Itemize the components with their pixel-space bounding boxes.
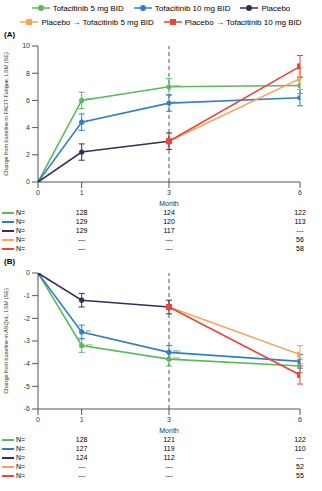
html-text:(B): (B) [4,257,16,266]
svg-text:-5: -5 [24,383,30,390]
html-text:(A): (A) [4,30,16,39]
svg-text:Month: Month [159,200,179,207]
svg-text:10: 10 [22,42,30,49]
html-text:Tofacitinib 5 mg BID: Tofacitinib 5 mg BID [52,3,124,13]
svg-text:0: 0 [36,189,40,196]
svg-text:1: 1 [80,416,84,423]
svg-text:*: * [86,119,89,125]
svg-text:-1: -1 [24,292,30,299]
svg-text:Month: Month [159,427,179,434]
html-text:N=: N= [16,454,26,461]
html-text:113: 113 [294,218,306,225]
svg-text:0: 0 [26,269,30,276]
html-text:N=: N= [16,436,26,443]
html-text:52: 52 [296,463,304,470]
svg-text:Change from baseline in FACIT-: Change from baseline in FACIT-Fatigue, L… [8,52,9,176]
svg-text:6: 6 [298,416,302,423]
html-text:112: 112 [163,454,175,461]
html-text:122: 122 [294,436,306,443]
html-text:Placebo → Tofacitinib 10 mg BI: Placebo → Tofacitinib 10 mg BID [184,17,302,27]
svg-text:0: 0 [36,416,40,423]
html-text:55: 55 [296,472,304,479]
html-text:N=: N= [16,209,26,216]
html-text:Tofacitinib 10 mg BID: Tofacitinib 10 mg BID [154,3,231,13]
svg-text:8: 8 [26,70,30,77]
html-text:Placebo → Tofacitinib 5 mg BID: Placebo → Tofacitinib 5 mg BID [41,17,154,27]
html-text:N=: N= [16,445,26,452]
html-text:110: 110 [294,445,306,452]
svg-text:-3: -3 [24,337,30,344]
svg-text:6: 6 [298,189,302,196]
svg-text:*: * [173,100,176,106]
html-text:N=: N= [16,227,26,234]
html-text:58: 58 [296,245,304,252]
html-text:124: 124 [75,454,88,461]
html-text:N=: N= [16,463,26,470]
svg-text:3: 3 [167,416,171,423]
svg-text:***: *** [173,349,181,355]
svg-text:4: 4 [26,124,30,131]
html-text:N=: N= [16,236,26,243]
svg-text:0: 0 [26,178,30,185]
html-text:N=: N= [16,218,26,225]
html-text:122: 122 [294,209,306,216]
svg-text:***: *** [86,97,94,103]
svg-text:-4: -4 [24,360,30,367]
html-text:119: 119 [163,445,175,452]
svg-text:1: 1 [80,189,84,196]
html-text:N=: N= [16,245,26,252]
html-text:128: 128 [75,436,88,443]
html-text:124: 124 [163,209,175,216]
html-text:Placebo: Placebo [261,3,291,13]
html-text:120: 120 [163,218,175,225]
html-text:121: 121 [163,436,175,443]
html-text:N=: N= [16,472,26,479]
html-text:129: 129 [75,218,88,225]
svg-text:Change from baseline in ASQoL,: Change from baseline in ASQoL, LSM (SE) [8,288,9,394]
svg-text:6: 6 [26,97,30,104]
html-text:117: 117 [163,227,175,234]
svg-text:3: 3 [167,189,171,196]
html-text:127: 127 [75,445,88,452]
html-text:129: 129 [75,227,88,234]
svg-text:***: *** [173,356,181,362]
svg-text:-6: -6 [24,405,30,412]
html-text:128: 128 [75,209,88,216]
svg-text:**: ** [86,329,91,335]
svg-text:-2: -2 [24,315,30,322]
svg-text:***: *** [173,84,181,90]
html-text:56: 56 [296,236,304,243]
svg-text:***: *** [86,343,94,349]
svg-text:2: 2 [26,151,30,158]
